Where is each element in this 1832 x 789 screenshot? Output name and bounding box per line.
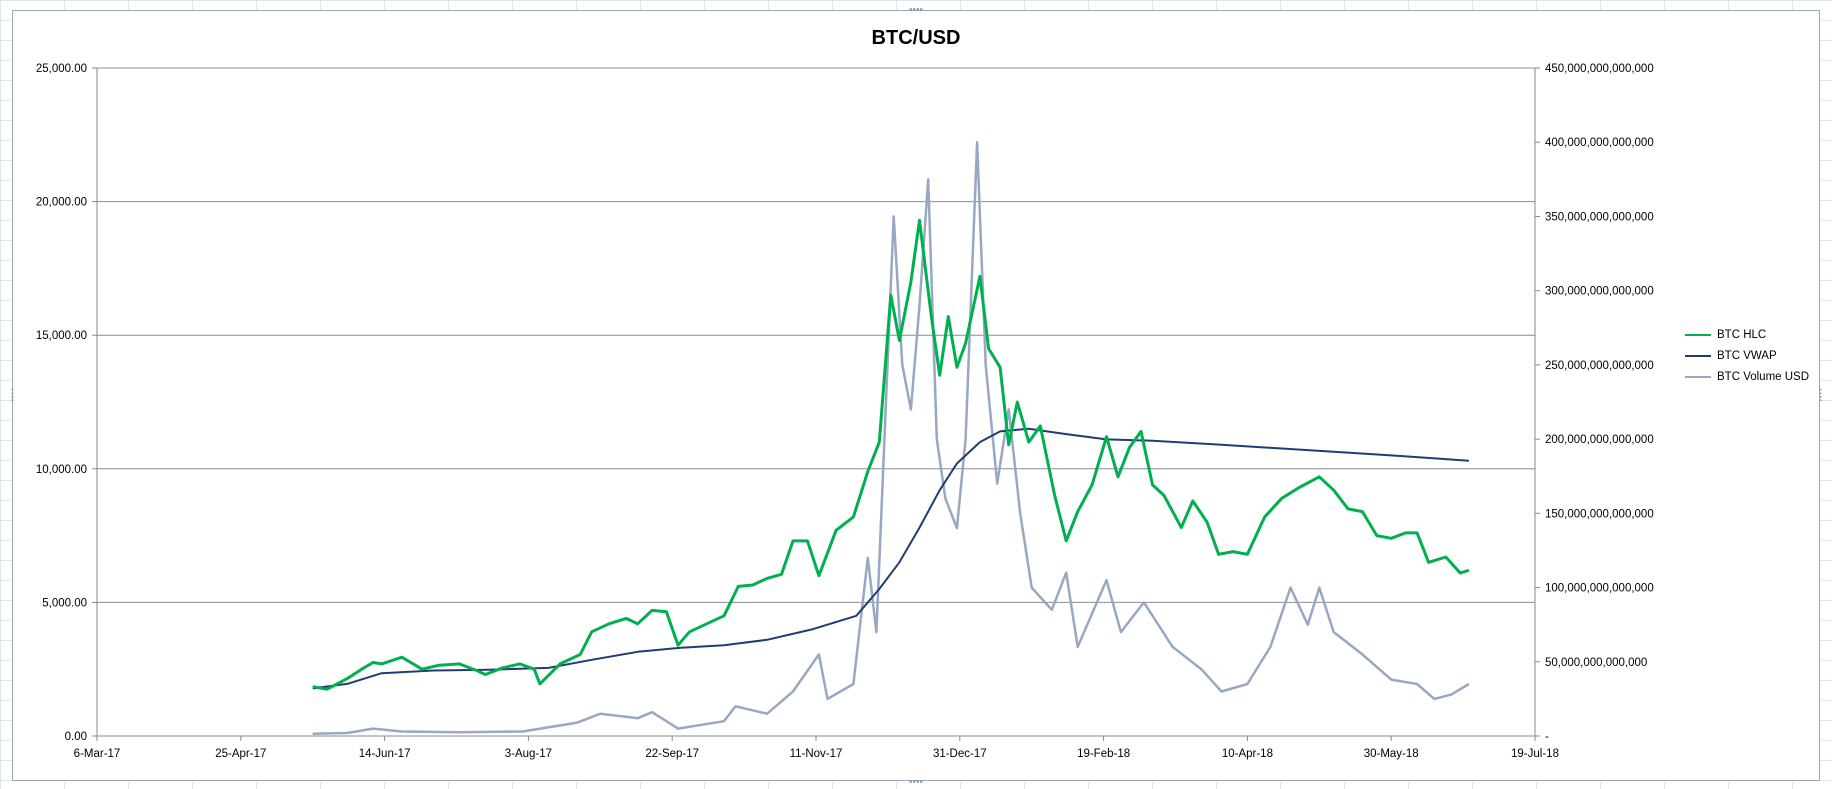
legend-swatch (1685, 376, 1711, 378)
x-tick-label: 31-Dec-17 (933, 748, 987, 760)
y-right-tick-label: 150,000,000,000,000 (1545, 508, 1654, 520)
chart-area[interactable]: BTC/USD 0.00 5,000.00 10,000.00 15,000.00 20… (12, 10, 1820, 781)
y-left-tick-label: 25,000.00 (36, 63, 87, 75)
x-tick-label: 19-Feb-18 (1077, 748, 1130, 760)
legend-swatch (1685, 334, 1711, 336)
y-right-tick-label: 450,000,000,000,000 (1545, 63, 1654, 75)
series-line-btc-hlc (312, 218, 1470, 691)
x-tick-label: 6-Mar-17 (74, 748, 121, 760)
legend-label: BTC Volume USD (1717, 371, 1810, 383)
chart-plot: 0.00 5,000.00 10,000.00 15,000.00 20,000.00 2… (36, 63, 1654, 760)
legend-item: BTC HLC (1685, 329, 1766, 341)
x-tick-label: 10-Apr-18 (1222, 748, 1273, 760)
y-right-tick-label: - (1545, 731, 1549, 743)
x-tick-label: 3-Aug-17 (505, 748, 552, 760)
legend-label: BTC VWAP (1717, 350, 1777, 362)
resize-handle-top[interactable] (909, 7, 923, 12)
y-right-tick-label: 50,000,000,000,000 (1545, 657, 1647, 669)
resize-handle-right[interactable] (1818, 388, 1823, 402)
x-tick-label: 30-May-18 (1364, 748, 1419, 760)
resize-handle-left[interactable] (10, 388, 15, 402)
legend-label: BTC HLC (1717, 329, 1767, 341)
series-line-btc-volume-usd (312, 140, 1470, 736)
x-tick-label: 19-Jul-18 (1511, 748, 1559, 760)
x-tick-label: 22-Sep-17 (645, 748, 699, 760)
y-right-tick-label: 250,000,000,000,000 (1545, 360, 1654, 372)
y-right-tick-label: 300,000,000,000,000 (1545, 286, 1654, 298)
y-right-tick-label: 400,000,000,000,000 (1545, 137, 1654, 149)
x-tick-label: 11-Nov-17 (790, 748, 843, 760)
y-right-tick-label: 200,000,000,000,000 (1545, 434, 1654, 446)
y-left-tick-label: 15,000.00 (36, 330, 87, 342)
legend-swatch (1685, 355, 1711, 357)
y-left-tick-label: 20,000.00 (36, 197, 87, 209)
resize-handle-bottom[interactable] (909, 779, 923, 784)
y-right-tick-label: 100,000,000,000,000 (1545, 583, 1654, 595)
chart-title: BTC/USD (871, 27, 961, 49)
x-tick-label: 25-Apr-17 (215, 748, 266, 760)
legend-item: BTC Volume USD (1685, 371, 1809, 383)
y-left-tick-label: 10,000.00 (36, 464, 87, 476)
y-right-tick-label: 350,000,000,000,000 (1545, 211, 1654, 223)
series-line-btc-vwap (312, 427, 1469, 690)
y-left-tick-label: 5,000.00 (42, 597, 87, 609)
x-tick-label: 14-Jun-17 (359, 748, 411, 760)
y-left-tick-label: 0.00 (65, 731, 87, 743)
legend-item: BTC VWAP (1685, 350, 1777, 362)
